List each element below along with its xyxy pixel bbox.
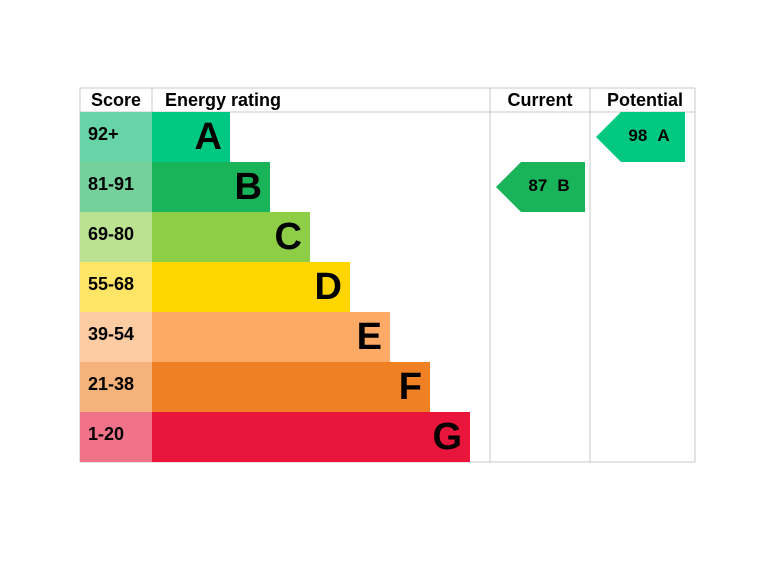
rating-bar <box>152 212 310 262</box>
score-cell <box>80 262 152 312</box>
rating-bar <box>152 362 430 412</box>
arrow-label: 87 B <box>528 176 569 195</box>
rating-letter: F <box>399 366 422 408</box>
score-label: 69-80 <box>88 224 134 244</box>
rating-letter: D <box>315 266 342 308</box>
score-label: 21-38 <box>88 374 134 394</box>
header-score: Score <box>91 90 141 110</box>
rating-letter: B <box>235 166 262 208</box>
header-current: Current <box>507 90 572 110</box>
score-label: 92+ <box>88 124 119 144</box>
arrow-letter: A <box>657 126 669 145</box>
arrow-letter: B <box>557 176 569 195</box>
score-label: 1-20 <box>88 424 124 444</box>
arrow-value: 98 <box>628 126 647 145</box>
rating-bar <box>152 162 270 212</box>
rating-letter: E <box>357 316 382 358</box>
header-potential: Potential <box>607 90 683 110</box>
header-rating: Energy rating <box>165 90 281 110</box>
score-label: 55-68 <box>88 274 134 294</box>
score-cell <box>80 112 152 162</box>
arrow-value: 87 <box>528 176 547 195</box>
score-cell <box>80 362 152 412</box>
score-label: 39-54 <box>88 324 134 344</box>
score-cell <box>80 162 152 212</box>
rating-letter: C <box>275 216 302 258</box>
score-label: 81-91 <box>88 174 134 194</box>
rating-bar <box>152 412 470 462</box>
rating-bar <box>152 112 230 162</box>
rating-bar <box>152 312 390 362</box>
score-cell <box>80 212 152 262</box>
score-cell <box>80 412 152 462</box>
rating-arrow <box>496 162 585 212</box>
score-cell <box>80 312 152 362</box>
rating-letter: G <box>432 416 462 458</box>
rating-arrow <box>596 112 685 162</box>
rating-letter: A <box>195 116 222 158</box>
arrow-label: 98 A <box>628 126 669 145</box>
rating-bar <box>152 262 350 312</box>
